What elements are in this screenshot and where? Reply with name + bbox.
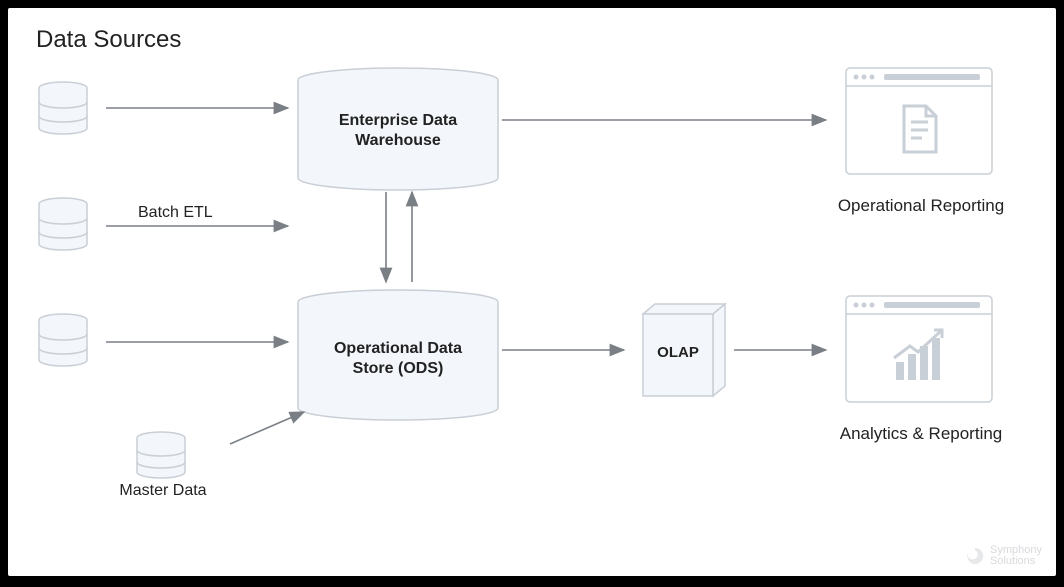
report-window-1 [846,68,992,174]
edw-label-1: Enterprise Data [298,112,498,130]
document-icon [904,106,936,152]
analytics-caption: Analytics & Reporting [818,424,1024,444]
ods-label-1: Operational Data [298,340,498,358]
source-db-1 [39,82,87,134]
op-reporting-caption: Operational Reporting [818,196,1024,216]
report-window-2 [846,296,992,402]
master-data-db [137,432,185,478]
footer-text-2: Solutions [990,556,1042,568]
master-data-label: Master Data [98,482,228,500]
edw-label-2: Warehouse [298,132,498,150]
batch-etl-label: Batch ETL [138,204,248,222]
source-db-3 [39,314,87,366]
page-title: Data Sources [36,26,181,54]
olap-label: OLAP [643,344,713,361]
source-db-2 [39,198,87,250]
ods-label-2: Store (ODS) [298,360,498,378]
chart-icon [894,330,942,380]
arrows [106,108,826,444]
swirl-icon [966,547,984,565]
footer-logo: Symphony Solutions [966,545,1042,568]
diagram-canvas: Data Sources [8,8,1056,576]
